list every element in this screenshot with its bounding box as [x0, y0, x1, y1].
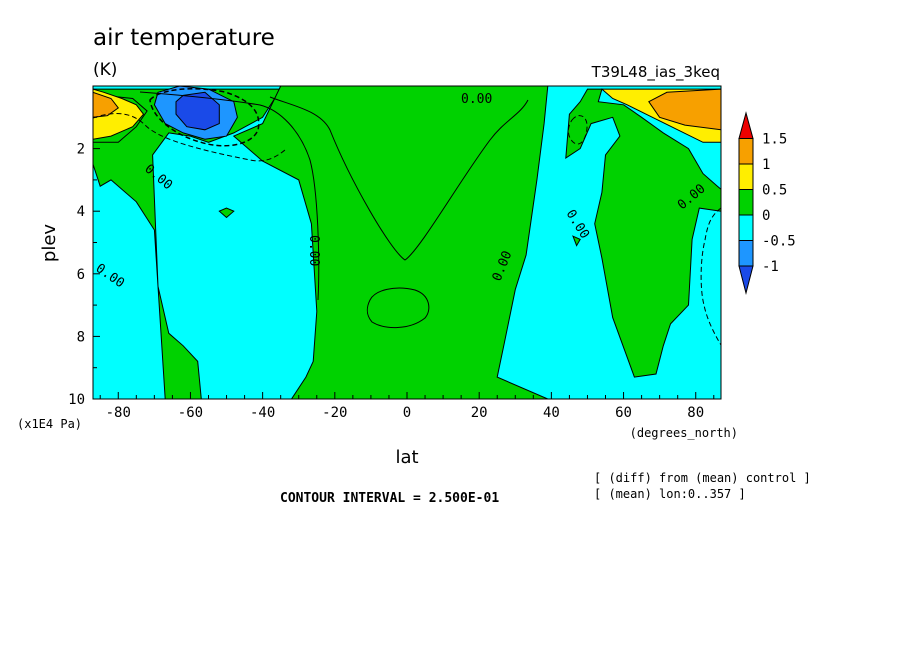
- contour-lines: [93, 87, 721, 346]
- colorbar-label: 0: [762, 208, 770, 224]
- contour-line-025-blob: [366, 287, 430, 328]
- x-axis-label: lat: [395, 447, 418, 468]
- contour-label: 0.00: [306, 235, 321, 266]
- experiment-label: T39L48_ias_3keq: [591, 63, 720, 82]
- plot-area: [93, 86, 721, 399]
- contour-region: [648, 88, 721, 131]
- colorbar-segment: [738, 214, 754, 241]
- note-mean: [ (mean) lon:0..357 ]: [594, 487, 746, 501]
- colorbar-segment: [738, 189, 754, 216]
- x-tick-label: 0: [403, 405, 411, 421]
- contour-interval: CONTOUR INTERVAL = 2.500E-01: [280, 491, 499, 506]
- y-tick-label: 6: [77, 267, 85, 283]
- contour-region: [565, 88, 721, 378]
- contour-regions: [93, 86, 721, 399]
- y-tick-label: 4: [77, 204, 85, 220]
- colorbar: 1.5 1 0.5 0 -0.5 -1: [738, 111, 796, 295]
- colorbar-segment: [738, 240, 754, 267]
- x-tick-label: 20: [471, 405, 488, 421]
- colorbar-segment: [738, 111, 754, 139]
- x-tick-label: 40: [543, 405, 560, 421]
- x-tick-label: -20: [322, 405, 347, 421]
- colorbar-label: 1: [762, 157, 770, 173]
- contour-region: [232, 86, 549, 399]
- contour-region: [175, 91, 220, 131]
- contour-region: [218, 207, 235, 219]
- colorbar-segment: [738, 138, 754, 165]
- contour-label: 0.00: [461, 92, 492, 107]
- contour-line-minus-025: [93, 113, 286, 162]
- x-tick-label: 80: [687, 405, 704, 421]
- contour-line-minus-025-right: [700, 207, 721, 346]
- x-axis-units: (degrees_north): [630, 426, 738, 440]
- chart-title: air temperature: [93, 25, 275, 51]
- y-tick-label: 2: [77, 142, 85, 158]
- colorbar-label: -0.5: [762, 234, 796, 250]
- chart-units: (K): [93, 60, 117, 80]
- y-tick-label: 10: [68, 392, 85, 408]
- colorbar-label: 1.5: [762, 132, 787, 148]
- y-axis-units: (x1E4 Pa): [17, 417, 82, 431]
- contour-region: [93, 91, 120, 118]
- colorbar-segment: [738, 265, 754, 295]
- x-axis: -80 -60 -40 -20 0 20 40 60 80: [93, 392, 721, 421]
- x-tick-label: 60: [615, 405, 632, 421]
- note-diff: [ (diff) from (mean) control ]: [594, 471, 811, 485]
- contour-line-025-center: [269, 96, 529, 261]
- colorbar-segment: [738, 163, 754, 190]
- colorbar-label: 0.5: [762, 183, 787, 199]
- y-axis: 2 4 6 8 10: [68, 116, 100, 408]
- x-tick-label: -40: [250, 405, 275, 421]
- y-axis-label: plev: [39, 224, 60, 263]
- x-tick-label: -80: [106, 405, 131, 421]
- colorbar-label: -1: [762, 259, 779, 275]
- contour-line-025-left: [139, 91, 320, 301]
- x-tick-label: -60: [178, 405, 203, 421]
- contour-region: [572, 235, 581, 247]
- contour-line-minus-025-pocket: [567, 115, 588, 145]
- y-tick-label: 8: [77, 329, 85, 345]
